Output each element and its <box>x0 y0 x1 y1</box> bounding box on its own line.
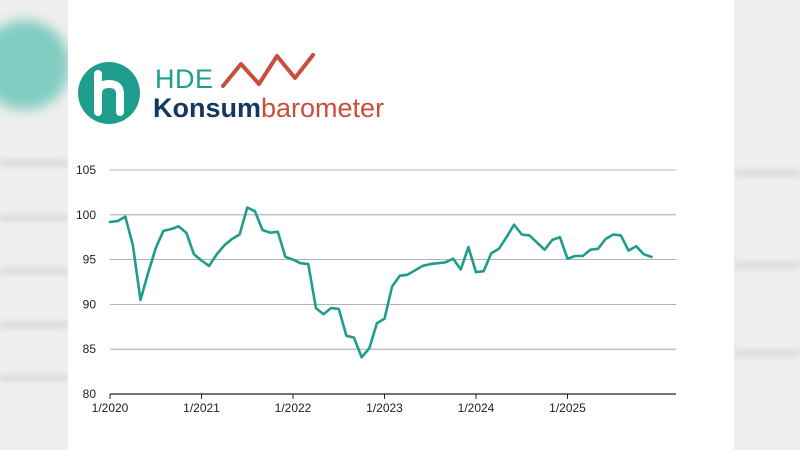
logo-konsum-text: Konsum <box>153 93 261 123</box>
logo-wordmark: Konsumbarometer <box>153 93 384 124</box>
blurred-gridline <box>0 160 68 166</box>
series-line <box>108 206 653 359</box>
blurred-gridline <box>734 350 800 356</box>
zigzag-trend-icon <box>221 53 315 88</box>
y-tick-label: 105 <box>76 163 96 177</box>
y-tick-label: 85 <box>83 342 97 356</box>
blurred-gridline <box>0 268 68 274</box>
x-tick-label: 1/2024 <box>458 401 495 415</box>
h-letter-logo-icon <box>78 62 140 124</box>
blurred-gridline <box>0 215 68 221</box>
blurred-gridline <box>734 170 800 176</box>
logo-barometer-text: barometer <box>261 93 385 123</box>
blurred-background-right <box>734 0 800 450</box>
x-tick-label: 1/2021 <box>183 401 220 415</box>
blurred-gridline <box>0 375 68 381</box>
y-tick-label: 90 <box>83 297 97 311</box>
y-tick-label: 80 <box>83 387 97 401</box>
chart-card <box>68 0 734 450</box>
x-tick-label: 1/2023 <box>366 401 403 415</box>
y-tick-label: 95 <box>83 253 97 267</box>
blurred-logo-shape <box>0 20 68 110</box>
x-tick-label: 1/2020 <box>92 401 129 415</box>
x-tick-label: 1/2022 <box>275 401 312 415</box>
x-tick-label: 1/2025 <box>549 401 586 415</box>
y-tick-label: 100 <box>76 208 96 222</box>
blurred-background-left <box>0 0 68 450</box>
logo-hde-text: HDE <box>155 64 214 94</box>
blurred-gridline <box>0 322 68 328</box>
blurred-gridline <box>734 262 800 268</box>
